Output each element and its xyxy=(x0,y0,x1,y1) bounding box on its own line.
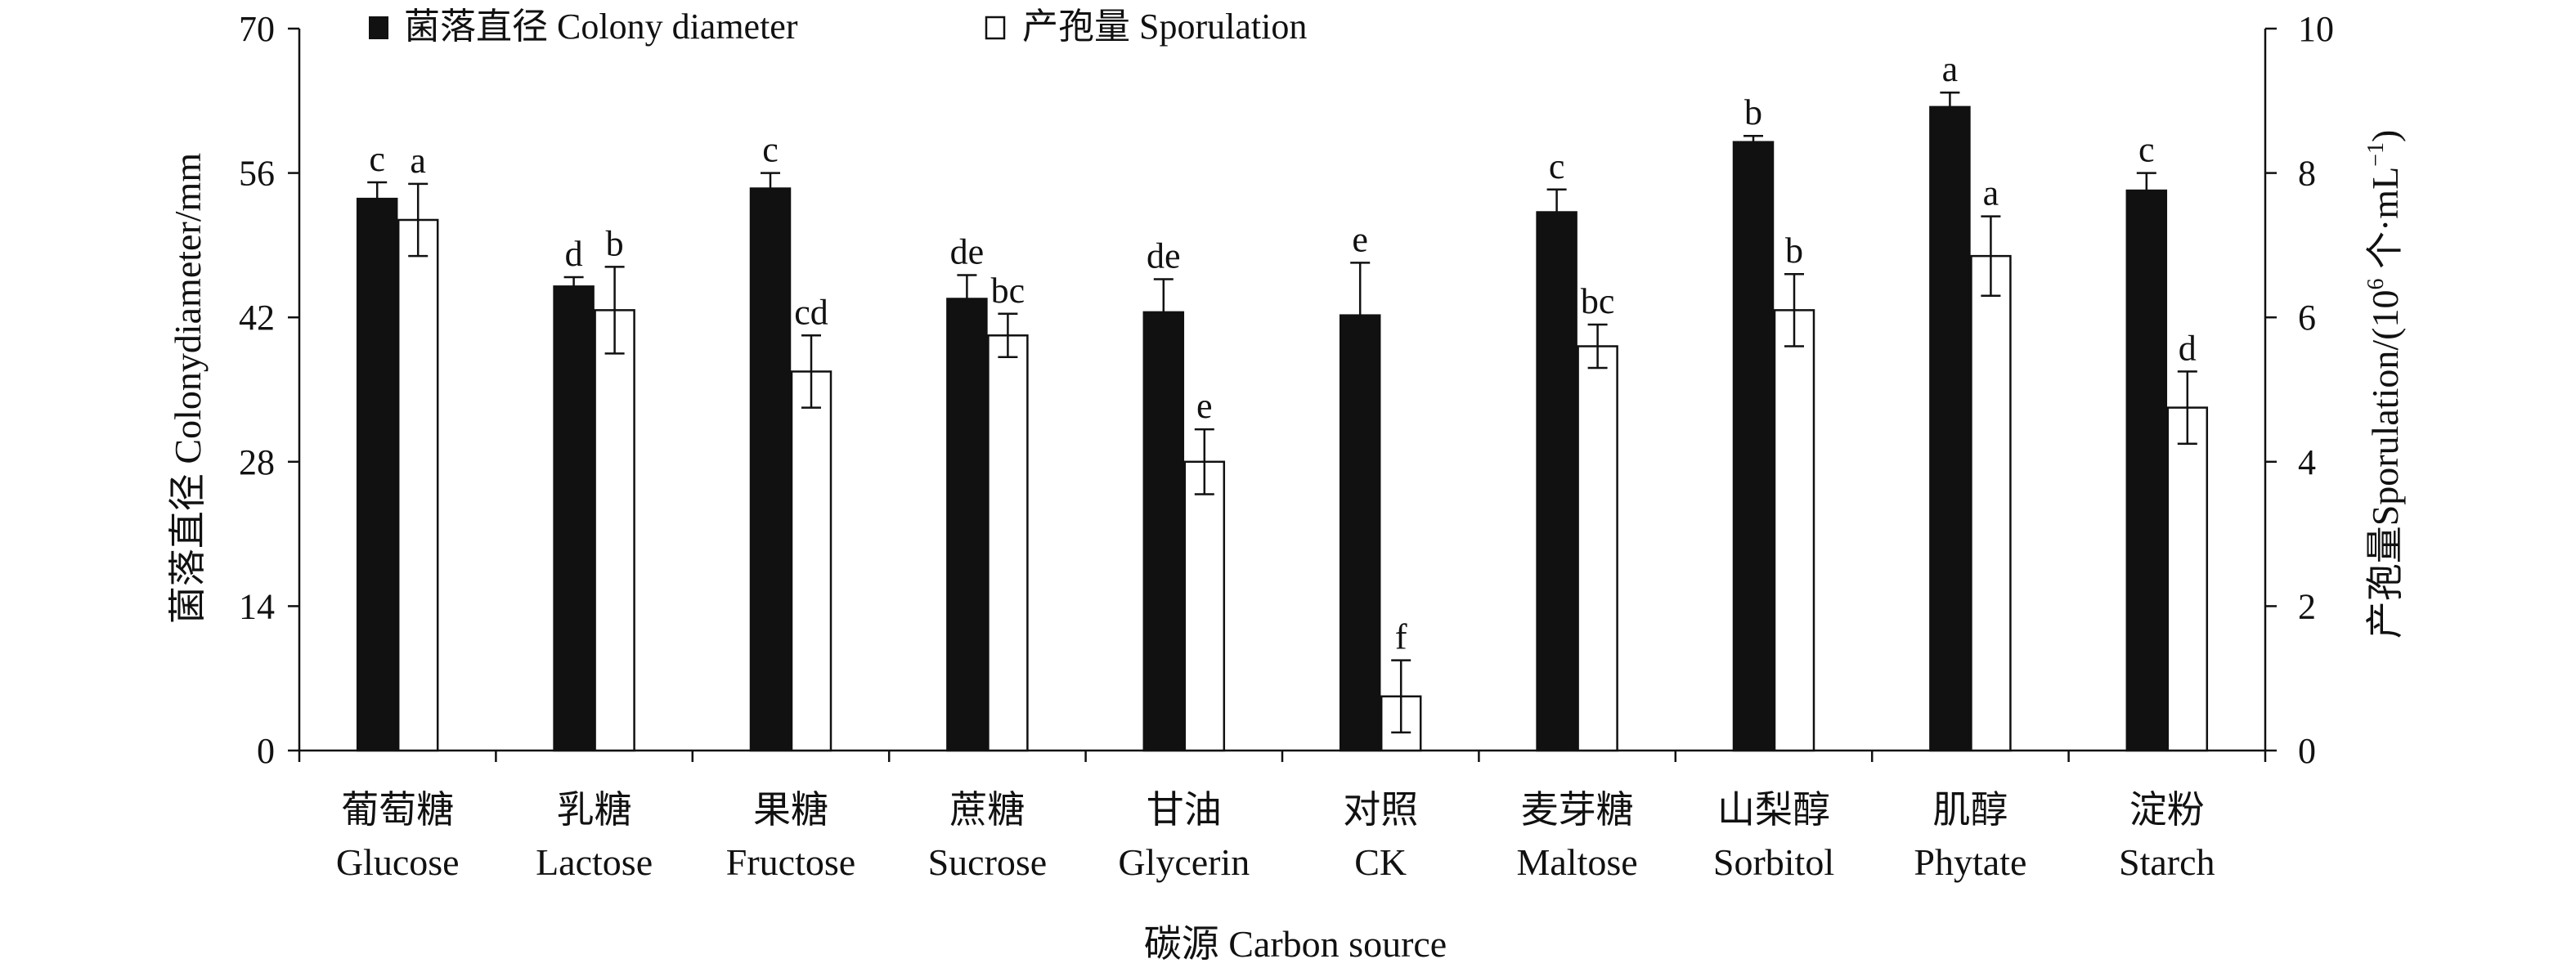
bar xyxy=(356,197,398,752)
y-left-tick-label: 14 xyxy=(239,586,275,626)
x-tick-label-zh: 乳糖 xyxy=(557,789,632,831)
legend-label-sporulation: 产孢量 Sporulation xyxy=(1022,7,1307,47)
significance-label: e xyxy=(1196,386,1213,426)
y-left-tick-label: 70 xyxy=(239,9,275,49)
x-tick-label-en: Fructose xyxy=(726,841,855,883)
significance-label: de xyxy=(1147,236,1181,276)
bar xyxy=(1183,460,1226,752)
y-right-tick-label: 10 xyxy=(2298,9,2334,49)
y-axis-right-title-end: ) xyxy=(2364,130,2406,142)
significance-label: a xyxy=(1983,173,1999,213)
x-tick-label-zh: 麦芽糖 xyxy=(1521,789,1634,831)
y-axis-right-title-sup2: −1 xyxy=(2363,142,2389,167)
chart-ticks: 0 14 28 42 56 70 0 2 4 6 8 10 葡萄糖 Glucose 乳糖 Lactose 果糖 F… xyxy=(239,9,2334,883)
x-tick-label-en: Glucose xyxy=(336,841,460,883)
bar xyxy=(1142,311,1185,752)
x-tick-label-en: Maltose xyxy=(1516,841,1637,883)
bar xyxy=(594,309,635,752)
y-left-tick-label: 56 xyxy=(239,154,275,194)
y-left-tick-label: 42 xyxy=(239,298,275,338)
y-right-tick-label: 6 xyxy=(2298,298,2316,338)
bar xyxy=(987,334,1029,752)
x-tick-label-en: Sucrose xyxy=(928,841,1048,883)
x-tick-label-zh: 对照 xyxy=(1343,789,1418,831)
bar xyxy=(1970,254,2012,752)
bar xyxy=(1577,345,1618,752)
significance-label: a xyxy=(1942,49,1959,89)
y-left-tick-label: 0 xyxy=(257,731,275,771)
x-tick-label-en: CK xyxy=(1354,841,1407,883)
x-tick-label-en: Starch xyxy=(2119,841,2215,883)
significance-label: d xyxy=(2179,328,2197,368)
y-right-tick-label: 8 xyxy=(2298,154,2316,194)
significance-label: d xyxy=(565,234,583,274)
x-tick-label-zh: 淀粉 xyxy=(2129,789,2205,831)
bar xyxy=(1339,314,1381,752)
x-tick-label-en: Sorbitol xyxy=(1713,841,1834,883)
bar xyxy=(2166,406,2209,752)
significance-label: c xyxy=(2138,130,2155,170)
significance-label: f xyxy=(1395,617,1407,657)
legend-swatch-colony-diameter xyxy=(369,16,388,39)
significance-label: b xyxy=(1785,231,1803,271)
significance-label: cd xyxy=(794,292,828,332)
bar xyxy=(946,298,988,752)
significance-label: bc xyxy=(991,271,1025,311)
y-axis-left-title: 菌落直径 Colonydiameter/mm xyxy=(167,153,209,624)
bar xyxy=(1773,309,1815,752)
y-axis-right-title: 产孢量Sporulation/(106 个·mL−1) xyxy=(2363,130,2406,639)
significance-label: c xyxy=(1549,146,1565,186)
bar xyxy=(790,370,832,752)
y-right-tick-label: 2 xyxy=(2298,586,2316,626)
bar xyxy=(1732,141,1775,752)
significance-label: de xyxy=(950,231,985,271)
significance-label: bc xyxy=(1581,281,1615,321)
y-right-tick-label: 4 xyxy=(2298,442,2316,482)
bar xyxy=(1929,105,1971,752)
x-tick-label-zh: 肌醇 xyxy=(1932,789,2008,831)
bar xyxy=(1536,211,1577,752)
x-tick-label-zh: 果糖 xyxy=(753,789,828,831)
significance-label: b xyxy=(1744,92,1762,132)
x-axis-title: 碳源 Carbon source xyxy=(1144,923,1447,965)
significance-label: a xyxy=(410,141,426,181)
significance-label: c xyxy=(762,130,779,170)
legend-label-colony-diameter: 菌落直径 Colony diameter xyxy=(404,7,798,47)
significance-label: c xyxy=(369,139,385,179)
x-tick-label-en: Lactose xyxy=(536,841,653,883)
y-axis-right-title-mid: 个·mL xyxy=(2364,167,2406,279)
legend: 菌落直径 Colony diameter 产孢量 Sporulation xyxy=(369,7,1307,47)
y-axis-right-title-main: 产孢量Sporulation/(10 xyxy=(2364,290,2406,639)
y-axis-right-title-sup1: 6 xyxy=(2363,279,2389,290)
significance-label: e xyxy=(1352,219,1368,259)
x-tick-label-en: Phytate xyxy=(1914,841,2026,883)
legend-swatch-sporulation xyxy=(985,16,1006,40)
bar xyxy=(2125,189,2168,752)
bar xyxy=(749,187,792,752)
bar xyxy=(553,285,595,752)
x-tick-label-en: Glycerin xyxy=(1118,841,1250,883)
x-tick-label-zh: 蔗糖 xyxy=(949,789,1025,831)
y-right-tick-label: 0 xyxy=(2298,731,2316,771)
y-left-tick-label: 28 xyxy=(239,442,275,482)
bar xyxy=(397,218,439,752)
significance-label: b xyxy=(606,223,624,263)
x-tick-label-zh: 葡萄糖 xyxy=(341,789,454,831)
x-tick-label-zh: 甘油 xyxy=(1147,789,1222,831)
x-tick-label-zh: 山梨醇 xyxy=(1717,789,1830,831)
